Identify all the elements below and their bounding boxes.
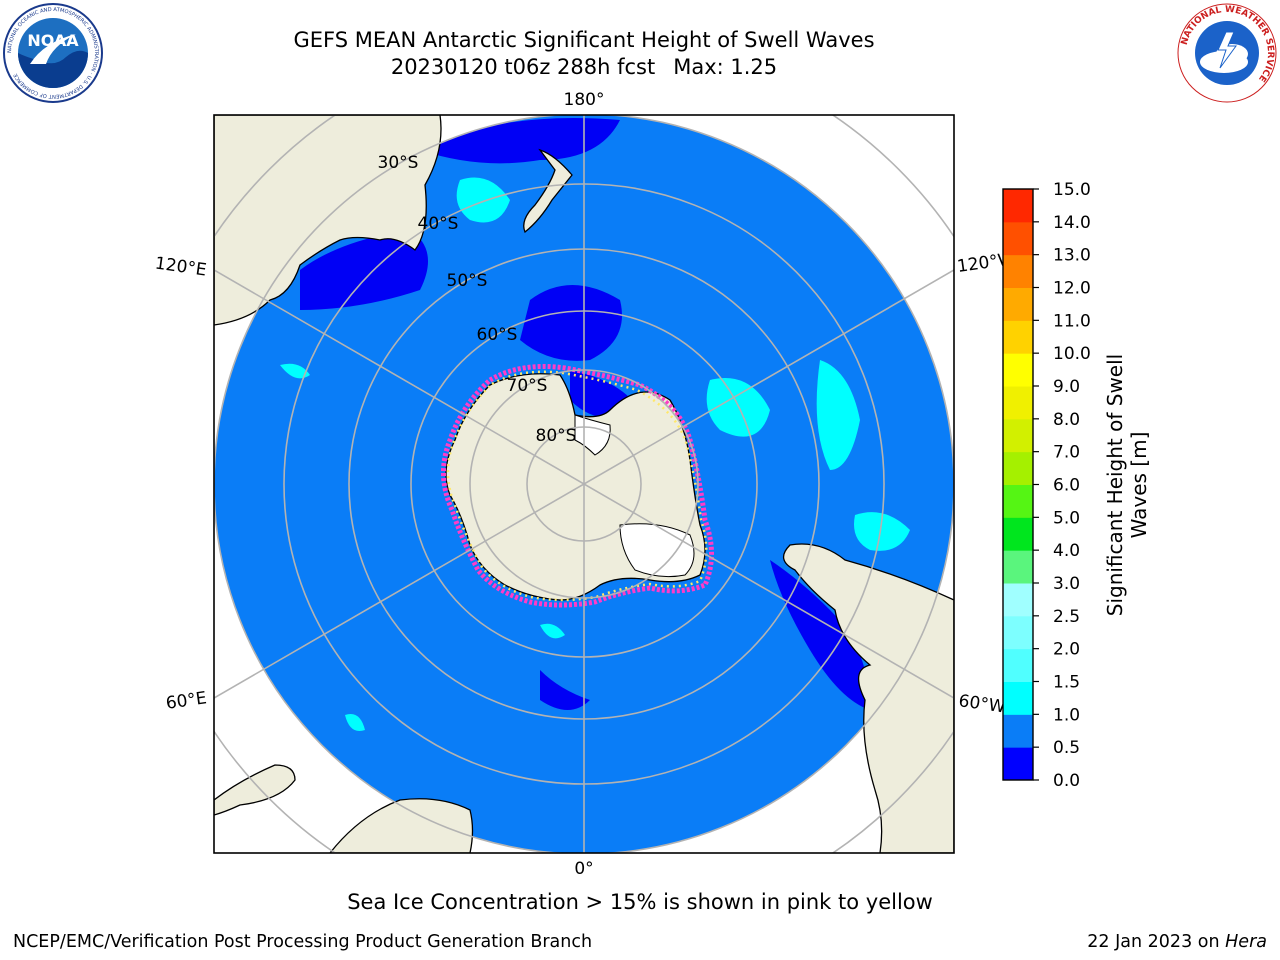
map-area [214, 115, 954, 853]
colorbar-segment [1003, 517, 1033, 551]
nws-logo: NATIONAL WEATHER SERVICE [1177, 3, 1277, 103]
colorbar-segment [1003, 714, 1033, 748]
swell-patch-3 [816, 360, 860, 470]
low-swell-region-nz [420, 118, 620, 164]
swell-patch-6 [540, 623, 565, 639]
swell-patch-1 [456, 177, 510, 223]
colorbar-tick-label: 11.0 [1053, 311, 1091, 331]
colorbar-segment [1003, 681, 1033, 715]
sea-ice-yellow [446, 370, 708, 602]
lat-label-30s: 30°S [378, 153, 419, 173]
colorbar-tick-label: 15.0 [1053, 180, 1091, 200]
chart-title: GEFS MEAN Antarctic Significant Height o… [293, 28, 875, 52]
colorbar-segment [1003, 747, 1033, 781]
colorbar-segment [1003, 451, 1033, 485]
colorbar-segment [1003, 648, 1033, 682]
land-south-america [783, 543, 954, 853]
low-swell-region-south [540, 670, 590, 710]
footer-host: Hera [1225, 932, 1267, 952]
footer-date: 22 Jan 2023 on Hera [1087, 932, 1267, 952]
colorbar-tick-label: 13.0 [1053, 246, 1091, 266]
swell-patch-7 [345, 714, 365, 731]
colorbar-tick-label: 4.0 [1053, 541, 1080, 561]
colorbar-title: Significant Height of Swell Waves [m] [1103, 353, 1151, 617]
colorbar-segment [1003, 221, 1033, 256]
colorbar: 0.0 0.5 1.0 1.5 2.0 2.5 3.0 4.0 5.0 6.0 7.0 8.0 9.0 1… [1002, 180, 1091, 791]
colorbar-tick-label: 10.0 [1053, 344, 1091, 364]
lat-label-80s: 80°S [536, 426, 577, 446]
lat-label-60s: 60°S [477, 325, 518, 345]
chart-subtitle: 20230120 t06z 288h fcst Max: 1.25 [184, 54, 984, 80]
colorbar-tick-label: 7.0 [1053, 443, 1080, 463]
meridian-120e-60w [214, 269, 954, 699]
land-madagascar [214, 764, 296, 816]
colorbar-tick-label: 2.5 [1053, 607, 1080, 627]
footer-date-text: 22 Jan 2023 on [1087, 932, 1226, 952]
graticule [214, 115, 954, 853]
colorbar-segment [1003, 583, 1033, 617]
colorbar-segment [1003, 386, 1033, 420]
lon-label-bottom: 0° [574, 859, 593, 879]
colorbar-tick-label: 1.0 [1053, 705, 1080, 725]
lon-label-60e: 60°E [165, 688, 208, 713]
colorbar-tick-label: 12.0 [1053, 279, 1091, 299]
swell-patch-5 [280, 363, 310, 379]
colorbar-segment [1003, 484, 1033, 518]
footer-credit: NCEP/EMC/Verification Post Processing Pr… [13, 932, 593, 952]
colorbar-segment [1003, 287, 1033, 321]
colorbar-tick-label: 3.0 [1053, 574, 1080, 594]
colorbar-tick-label: 0.0 [1053, 771, 1080, 791]
lon-label-top: 180° [564, 90, 605, 110]
colorbar-tick-label: 1.5 [1053, 673, 1080, 693]
colorbar-segment [1003, 189, 1033, 223]
colorbar-segment [1003, 418, 1033, 453]
colorbar-segment [1003, 550, 1033, 584]
colorbar-tick-label: 0.5 [1053, 738, 1080, 758]
max-value: Max: 1.25 [673, 55, 778, 79]
lat-label-40s: 40°S [418, 214, 459, 234]
colorbar-tick-label: 6.0 [1053, 476, 1080, 496]
colorbar-tick-label: 5.0 [1053, 508, 1080, 528]
noaa-logo-text: NOAA [27, 31, 79, 50]
map-frame [213, 114, 955, 854]
colorbar-segment [1003, 353, 1033, 387]
colorbar-tick-label: 9.0 [1053, 377, 1080, 397]
land-new-zealand [523, 148, 573, 234]
land-southern-africa [329, 798, 474, 853]
forecast-time: 20230120 t06z 288h fcst [390, 55, 656, 79]
land-masses [214, 115, 954, 853]
low-swell-region-ross [520, 285, 622, 361]
lon-label-120e: 120°E [154, 254, 208, 281]
colorbar-segment [1003, 615, 1033, 650]
noaa-logo: NATIONAL OCEANIC AND ATMOSPHERIC ADMINIS… [3, 3, 103, 103]
lat-label-70s: 70°S [507, 376, 548, 396]
lon-label-60w: 60°W [957, 691, 1006, 717]
lat-label-50s: 50°S [447, 271, 488, 291]
colorbar-tick-label: 8.0 [1053, 410, 1080, 430]
sea-ice-caption: Sea Ice Concentration > 15% is shown in … [347, 890, 933, 914]
low-swell-region-chile [770, 560, 870, 710]
colorbar-segment [1003, 254, 1033, 288]
colorbar-segment [1003, 320, 1033, 354]
swell-patch-4 [854, 512, 910, 551]
colorbar-tick-label: 2.0 [1053, 640, 1080, 660]
colorbar-tick-label: 14.0 [1053, 213, 1091, 233]
